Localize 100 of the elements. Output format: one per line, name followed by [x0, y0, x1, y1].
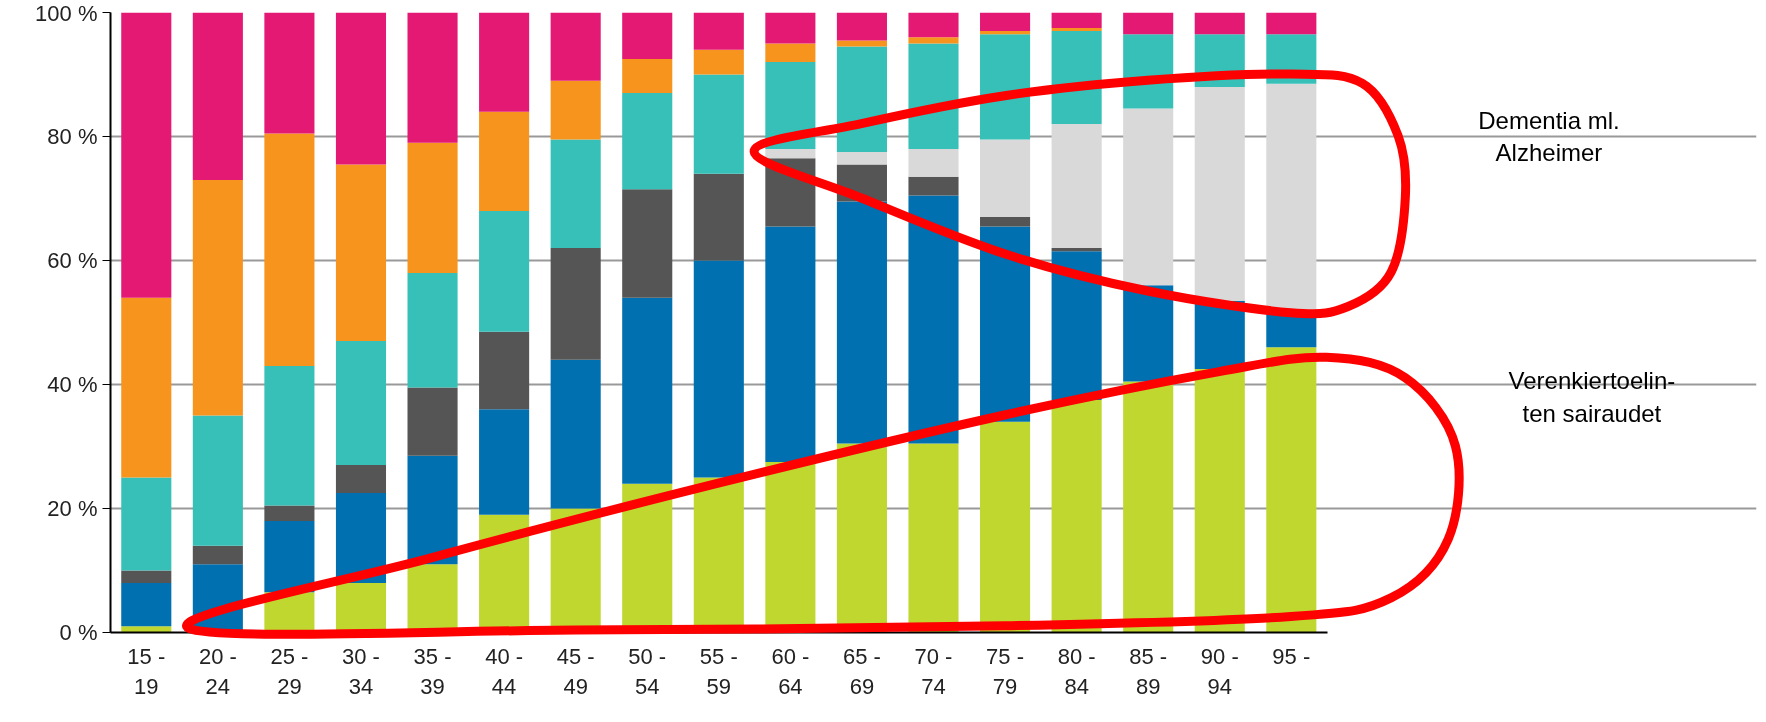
bar: [622, 297, 673, 484]
bar: [1123, 12, 1174, 35]
y-tick-label: 60 %: [47, 248, 98, 273]
bar: [693, 49, 744, 75]
x-tick-label: 65 - 69: [842, 643, 881, 699]
bar: [1051, 124, 1102, 249]
bar: [407, 142, 458, 273]
bar: [908, 43, 959, 149]
x-tick-label: 35 - 39: [413, 643, 452, 699]
bar: [550, 139, 601, 249]
bar: [550, 80, 601, 140]
bar: [264, 365, 315, 506]
bar: [908, 12, 959, 38]
bar: [192, 179, 243, 416]
bar: [980, 421, 1031, 633]
bar: [980, 34, 1031, 140]
bar: [622, 12, 673, 59]
bar: [264, 520, 315, 593]
bar: [407, 12, 458, 143]
bar: [980, 226, 1031, 422]
bar: [121, 297, 172, 478]
x-tick-label: 15 - 19: [127, 643, 166, 699]
x-tick-label: 45 - 49: [556, 643, 595, 699]
bar: [550, 12, 601, 81]
bar: [335, 12, 387, 165]
bar: [407, 272, 458, 388]
x-tick-label: 60 - 64: [771, 643, 810, 699]
bar: [1266, 12, 1317, 35]
y-tick-label: 0 %: [59, 620, 98, 645]
bar: [192, 545, 243, 565]
bar: [908, 148, 959, 177]
bar: [693, 173, 744, 261]
bar: [1194, 86, 1245, 301]
x-tick-label: 20 - 24: [198, 643, 237, 699]
bar: [335, 164, 387, 342]
x-tick-label: 70 - 74: [914, 643, 953, 699]
x-tick-label: 40 - 44: [485, 643, 524, 699]
x-tick-label: 50 - 54: [628, 643, 667, 699]
bar: [908, 37, 959, 44]
text: Verenkiertoelin- ten sairaudet: [1508, 367, 1676, 427]
bar: [1051, 400, 1102, 633]
y-tick-label: 100 %: [35, 0, 98, 26]
bar: [121, 477, 172, 571]
bar: [1051, 12, 1102, 28]
y-tick-label: 40 %: [47, 372, 98, 397]
bar: [622, 59, 673, 94]
bar: [335, 493, 387, 583]
bar: [479, 12, 530, 112]
y-tick-label: 20 %: [47, 496, 98, 521]
bar: [1194, 369, 1245, 633]
bar: [908, 443, 959, 633]
bar: [121, 626, 172, 633]
bar: [192, 12, 243, 180]
bar: [1051, 28, 1102, 32]
bar: [836, 152, 887, 165]
bar: [335, 465, 387, 493]
bar: [1123, 381, 1174, 633]
bar: [264, 133, 315, 366]
bar: [335, 341, 387, 466]
x-tick-label: 30 - 34: [342, 643, 380, 699]
bar: [192, 415, 243, 546]
bar: [479, 111, 530, 211]
bar: [264, 505, 315, 521]
bar: [1051, 251, 1102, 400]
bar: [1266, 83, 1317, 311]
x-tick-label: 90 - 94: [1200, 643, 1239, 699]
bar: [264, 12, 315, 134]
bar: [479, 210, 530, 332]
bar: [479, 409, 530, 515]
bar: [1123, 108, 1174, 286]
bar: [980, 217, 1031, 227]
bar: [836, 12, 887, 41]
x-tick-label: 55 - 59: [699, 643, 738, 699]
bar: [1051, 248, 1102, 252]
bar: [479, 331, 530, 410]
x-tick-label: 80 - 84: [1057, 643, 1096, 699]
bar: [836, 201, 887, 444]
bar: [121, 582, 172, 627]
bar: [980, 139, 1031, 218]
bar: [693, 12, 744, 50]
bar: [980, 12, 1031, 32]
bar: [121, 570, 172, 583]
bar: [908, 176, 959, 196]
bar: [980, 31, 1031, 35]
bar: [836, 40, 887, 47]
bar: [836, 46, 887, 152]
x-tick-label: 75 - 79: [986, 643, 1025, 699]
bar: [407, 387, 458, 456]
x-tick-label: 25 - 29: [270, 643, 309, 699]
text: Dementia ml. Alzheimer: [1478, 106, 1620, 167]
bar: [550, 359, 601, 509]
bar: [622, 93, 673, 190]
y-tick-label: 80 %: [47, 124, 98, 149]
bar: [693, 260, 744, 478]
bar: [1266, 347, 1317, 633]
x-tick-label: 95 -: [1272, 643, 1311, 669]
bar: [622, 189, 673, 298]
bar: [550, 248, 601, 360]
x-tick-label: 85 - 89: [1129, 643, 1168, 699]
bar: [121, 12, 172, 298]
